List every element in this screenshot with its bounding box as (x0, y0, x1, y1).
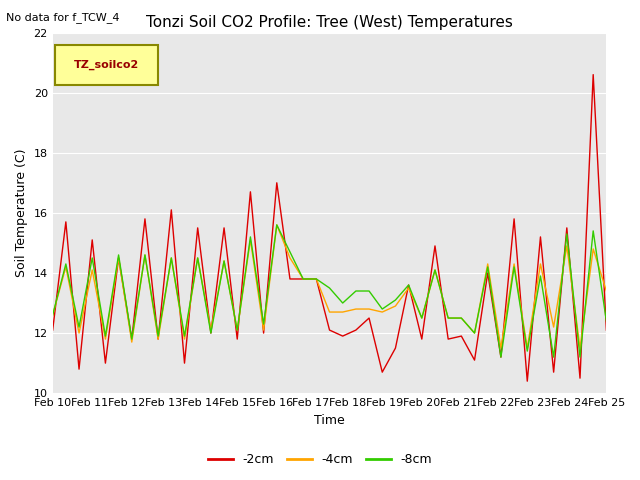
Legend: -2cm, -4cm, -8cm: -2cm, -4cm, -8cm (203, 448, 437, 471)
X-axis label: Time: Time (314, 414, 345, 427)
Title: Tonzi Soil CO2 Profile: Tree (West) Temperatures: Tonzi Soil CO2 Profile: Tree (West) Temp… (146, 15, 513, 30)
FancyBboxPatch shape (56, 45, 158, 85)
Text: No data for f_TCW_4: No data for f_TCW_4 (6, 12, 120, 23)
Text: TZ_soilco2: TZ_soilco2 (74, 60, 139, 70)
Y-axis label: Soil Temperature (C): Soil Temperature (C) (15, 149, 28, 277)
